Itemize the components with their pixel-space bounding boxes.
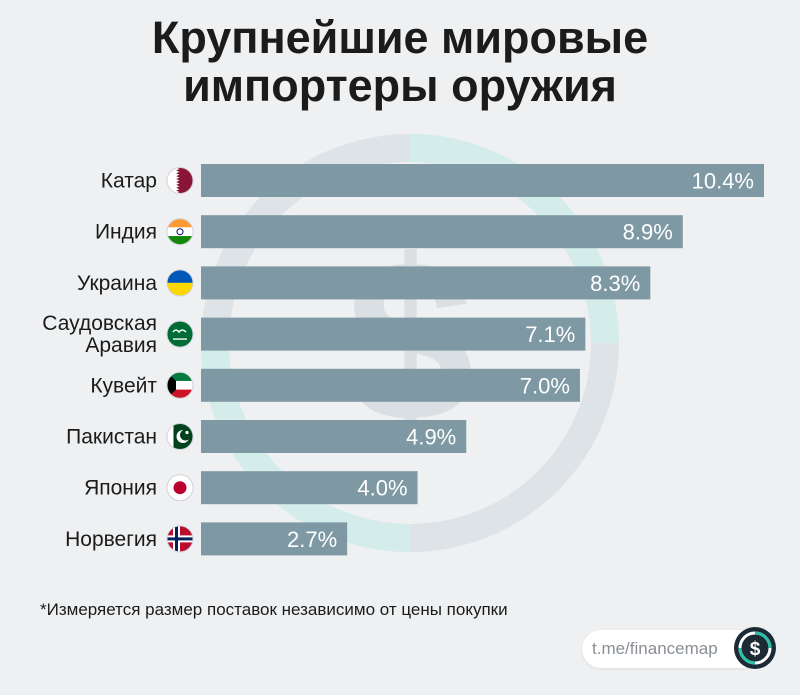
chart-title: Крупнейшие мировые импортеры оружия [0,14,800,110]
svg-text:$: $ [750,639,761,660]
bar [201,317,586,351]
chart-title-line-2: импортеры оружия [183,60,617,111]
source-link-pill[interactable] [582,630,762,668]
source-link-text[interactable]: t.me/financemap [592,639,718,658]
qatar-flag-icon [167,167,193,194]
ukraine-flag-icon [167,269,193,296]
category-label: Индия [95,221,157,244]
category-label: Норвегия [65,528,157,551]
value-label: 7.1% [525,322,575,347]
category-label: Саудовская [42,312,157,335]
chart-title-line-1: Крупнейшие мировые [151,12,649,63]
norway-flag-icon [167,525,193,552]
value-label: 4.9% [406,425,456,450]
value-label: 7.0% [520,373,570,398]
japan-flag-icon [167,474,193,501]
value-label: 8.9% [623,220,673,245]
bar [201,368,580,402]
footnote: *Измеряется размер поставок независимо о… [40,600,508,619]
bar [201,420,467,453]
bar [201,266,651,300]
bar [201,522,348,556]
category-label: Катар [101,170,157,193]
category-label: Кувейт [90,374,157,397]
value-label: 4.0% [357,476,407,501]
brand-dollar-logo-icon: $ [734,627,776,669]
bar [201,471,418,505]
category-label: Украина [77,272,157,295]
category-label: Япония [84,477,157,500]
category-label: Аравия [85,334,157,357]
value-label: 8.3% [590,271,640,296]
bar [201,215,683,249]
bar [201,164,764,197]
india-flag-icon [167,218,193,245]
value-label: 10.4% [692,169,754,194]
category-label: Пакистан [66,426,157,449]
value-label: 2.7% [287,527,337,552]
saudi-arabia-flag-icon [167,321,193,348]
pakistan-flag-icon [167,423,193,450]
